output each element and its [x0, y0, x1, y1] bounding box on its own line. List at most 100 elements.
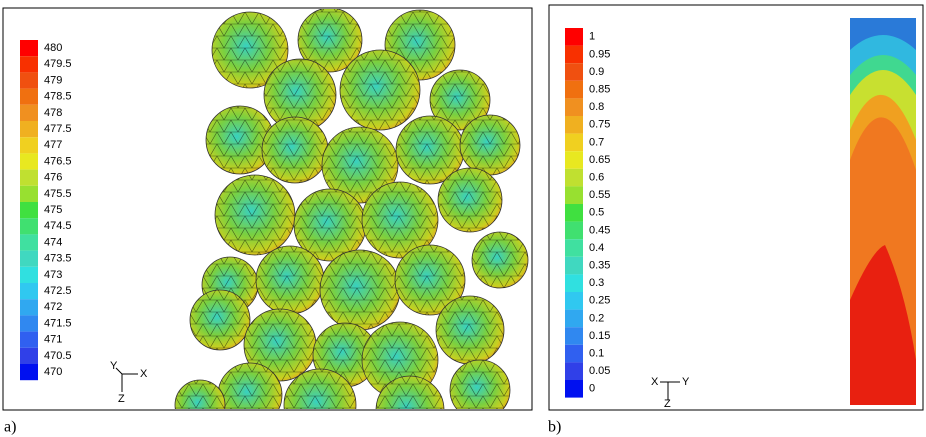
legend-label: 473.5	[44, 253, 72, 265]
legend-swatch	[20, 218, 38, 235]
legend-label: 476	[44, 172, 62, 184]
legend-label: 471.5	[44, 317, 72, 329]
legend-swatch	[565, 362, 583, 380]
sphere-mesh	[430, 70, 490, 130]
sphere-mesh	[396, 116, 464, 184]
legend-swatch	[20, 331, 38, 348]
panel-label: a)	[4, 419, 16, 436]
panel-b-frame	[548, 4, 924, 411]
sphere-mesh	[438, 168, 502, 232]
legend-swatch	[20, 185, 38, 202]
sphere-mesh	[340, 50, 420, 130]
sphere-mesh	[262, 117, 328, 183]
legend-swatch	[20, 56, 38, 73]
sphere-mesh	[175, 380, 225, 409]
legend-swatch	[565, 45, 583, 64]
legend-label: 480	[44, 42, 62, 54]
legend-label: 0.7	[589, 136, 604, 148]
legend-swatch	[565, 327, 583, 345]
legend-label: 470	[44, 366, 62, 378]
legend-label: 0.45	[589, 224, 610, 236]
legend-swatch	[565, 133, 583, 152]
sphere-mesh	[320, 250, 400, 330]
legend-swatch	[20, 137, 38, 154]
legend-swatch	[20, 364, 38, 381]
sphere-mesh	[244, 309, 316, 381]
legend-swatch	[565, 168, 583, 187]
axis-z: Z	[118, 393, 125, 405]
legend-swatch	[20, 40, 38, 57]
legend-label: 479	[44, 74, 62, 86]
legend-swatch	[20, 283, 38, 300]
legend-swatch	[20, 315, 38, 332]
legend-label: 0.6	[589, 172, 604, 184]
legend-label: 0.75	[589, 119, 610, 131]
legend-swatch	[565, 292, 583, 310]
legend-swatch	[565, 28, 583, 46]
legend-swatch	[20, 202, 38, 219]
sphere-mesh	[460, 115, 520, 175]
sphere-mesh	[218, 363, 282, 409]
legend-label: 475.5	[44, 188, 72, 200]
sphere-mesh	[256, 246, 324, 314]
sphere-packing	[174, 9, 529, 409]
axis-y: Y	[110, 360, 118, 372]
legend-swatch	[565, 116, 583, 134]
axis-x: X	[140, 368, 148, 380]
legend-label: 475	[44, 204, 62, 216]
legend-swatch	[20, 347, 38, 364]
panel-label: b)	[548, 419, 561, 436]
legend-label: 0.1	[589, 348, 604, 360]
legend-label: 476.5	[44, 155, 72, 167]
sphere-mesh	[362, 182, 438, 258]
sphere-mesh	[284, 369, 356, 409]
legend-swatch	[565, 98, 583, 116]
legend-label: 0.9	[589, 66, 604, 78]
sphere-mesh	[472, 232, 528, 288]
legend-label: 470.5	[44, 350, 72, 362]
legend-swatch	[565, 256, 583, 275]
axis-y: Y	[682, 376, 690, 388]
legend-swatch	[565, 63, 583, 81]
legend-label: 478	[44, 107, 62, 119]
axis-triad-a	[115, 367, 138, 392]
legend-label: 478.5	[44, 91, 72, 103]
axis-x: X	[651, 376, 659, 388]
sphere-mesh	[206, 106, 274, 174]
legend-swatch	[565, 309, 583, 328]
legend-label: 479.5	[44, 58, 72, 70]
sphere-mesh	[212, 12, 288, 88]
legend-swatch	[565, 380, 583, 398]
legend-label: 477	[44, 139, 62, 151]
legend-swatch	[565, 151, 583, 169]
legend-label: 472.5	[44, 285, 72, 297]
legend-label: 0.35	[589, 260, 610, 272]
legend-swatch	[20, 121, 38, 138]
legend-swatch	[565, 239, 583, 257]
legend-label: 0.4	[589, 242, 604, 254]
legend-swatch	[20, 169, 38, 186]
legend-swatch	[565, 274, 583, 292]
legend-label: 477.5	[44, 123, 72, 135]
axis-z: Z	[664, 398, 671, 410]
legend-label: 1	[589, 31, 595, 43]
legend-label: 0.3	[589, 277, 604, 289]
legend-label: 0.15	[589, 330, 610, 342]
legend-swatch	[565, 186, 583, 204]
concentration-column	[850, 18, 916, 405]
sphere-mesh	[298, 9, 362, 72]
sphere-mesh	[450, 360, 510, 409]
sphere-mesh	[190, 290, 250, 350]
legend-swatch	[565, 80, 583, 99]
sphere-mesh	[376, 376, 444, 409]
legend-swatch	[20, 153, 38, 170]
legend-label: 0.65	[589, 154, 610, 166]
legend-label: 0.2	[589, 312, 604, 324]
legend-label: 0.25	[589, 295, 610, 307]
legend-label: 0.55	[589, 189, 610, 201]
legend-swatch	[20, 72, 38, 89]
legend-label: 474.5	[44, 220, 72, 232]
axis-triad-b	[660, 381, 680, 400]
legend-label: 0.95	[589, 48, 610, 60]
legend-swatch	[565, 221, 583, 240]
